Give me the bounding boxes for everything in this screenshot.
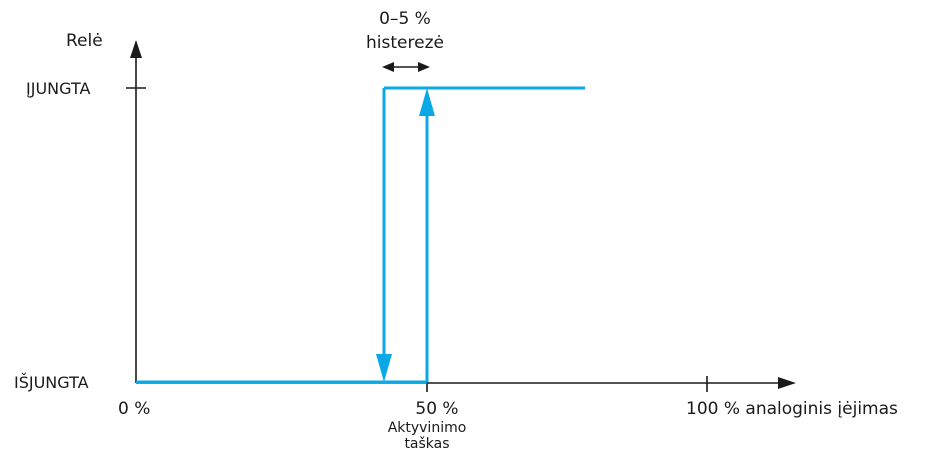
- x-tick-label-50: 50 %: [415, 399, 458, 419]
- activation-point-line1: Aktyvinimo: [388, 420, 467, 436]
- y-axis-arrowhead: [130, 40, 142, 58]
- x-axis-arrowhead: [778, 377, 796, 389]
- on-level-label: ĮJUNGTA: [26, 79, 90, 98]
- activation-point-line2: taškas: [404, 436, 449, 450]
- y-axis-label: Relė: [66, 31, 103, 51]
- hysteresis-arrowhead-left: [382, 62, 394, 72]
- x-tick-label-100: 100 % analoginis įėjimas: [686, 399, 898, 419]
- x-tick-label-0: 0 %: [118, 399, 150, 419]
- off-level-label: IŠJUNGTA: [14, 373, 89, 392]
- hysteresis-arrowhead-right: [418, 62, 430, 72]
- switch-off-arrowhead: [376, 354, 392, 382]
- hysteresis-label: histerezė: [366, 33, 444, 53]
- hysteresis-value: 0–5 %: [379, 9, 431, 29]
- switch-on-arrowhead: [419, 88, 435, 116]
